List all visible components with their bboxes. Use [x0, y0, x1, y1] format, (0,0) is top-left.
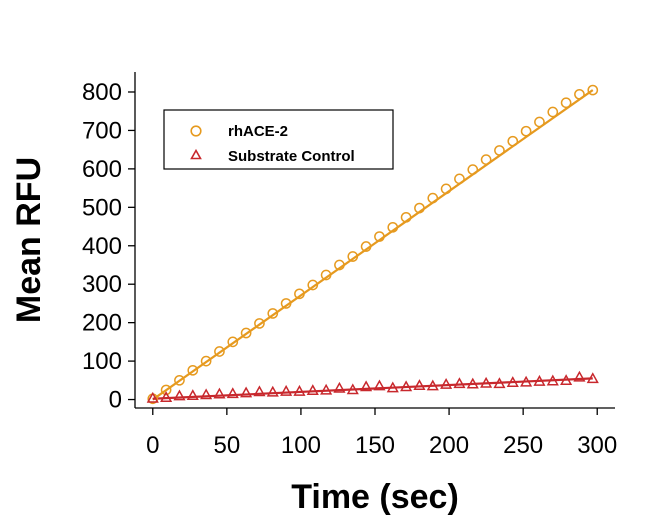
legend: rhACE-2 Substrate Control	[163, 109, 394, 170]
data-point-triangle	[240, 386, 253, 398]
data-point-triangle	[333, 381, 346, 393]
data-point-circle	[240, 327, 252, 339]
data-point-circle	[560, 97, 572, 109]
data-point-circle	[494, 145, 505, 156]
x-tick-label: 200	[429, 432, 469, 459]
data-point-circle	[320, 269, 332, 281]
legend-triangle-icon	[190, 148, 202, 160]
data-point-circle	[160, 384, 172, 396]
data-point-circle	[440, 183, 452, 195]
data-point-circle	[374, 231, 385, 242]
data-point-circle	[587, 84, 599, 96]
y-tick-label: 800	[82, 79, 122, 106]
data-point-triangle	[440, 378, 453, 389]
data-point-triangle	[306, 384, 319, 396]
data-point-triangle	[226, 387, 239, 399]
y-tick-label: 200	[82, 310, 122, 337]
data-point-triangle	[413, 379, 426, 391]
data-point-triangle	[466, 377, 479, 389]
y-tick-label: 400	[82, 233, 122, 260]
data-point-triangle	[186, 389, 199, 401]
x-tick-label: 150	[355, 432, 395, 459]
data-point-triangle	[453, 377, 466, 389]
data-point-circle	[427, 192, 439, 204]
data-point-circle	[454, 173, 465, 185]
data-point-circle	[400, 211, 412, 223]
legend-label-rhace2: rhACE-2	[228, 123, 288, 140]
data-point-triangle	[253, 385, 266, 397]
data-point-triangle	[320, 383, 333, 395]
data-point-circle	[574, 88, 585, 100]
data-point-circle	[480, 154, 492, 166]
x-tick-label: 50	[214, 432, 241, 459]
data-point-circle	[227, 336, 239, 348]
data-point-triangle	[546, 374, 559, 386]
legend-label-substrate-control: Substrate Control	[228, 148, 355, 165]
data-point-circle	[360, 241, 372, 252]
y-tick-label: 300	[82, 271, 122, 298]
data-point-triangle	[506, 376, 519, 387]
data-point-triangle	[533, 374, 546, 386]
data-point-triangle	[200, 388, 213, 400]
data-point-triangle	[173, 389, 186, 401]
data-point-triangle	[520, 375, 533, 387]
x-tick-label: 250	[503, 432, 543, 459]
x-axis-ticks: 0 50 100 150 200 250 300	[146, 408, 617, 459]
data-point-circle	[187, 364, 199, 376]
data-point-circle	[307, 279, 319, 291]
data-point-triangle	[400, 380, 413, 392]
data-point-triangle	[293, 384, 306, 396]
data-point-circle	[347, 251, 359, 262]
y-tick-label: 600	[82, 156, 122, 183]
data-point-triangle	[213, 387, 226, 399]
data-point-circle	[534, 116, 545, 128]
data-point-triangle	[360, 380, 373, 392]
data-point-triangle	[386, 381, 399, 393]
data-point-circle	[520, 125, 532, 137]
data-markers	[146, 84, 599, 405]
data-point-triangle	[373, 379, 386, 391]
y-tick-label: 100	[82, 348, 122, 375]
y-axis-title: Mean RFU	[10, 157, 48, 323]
data-point-triangle	[280, 384, 293, 396]
fit-line-series-0	[152, 89, 594, 401]
data-point-circle	[414, 202, 425, 214]
y-axis-ticks: 0 100 200 300 400 500 600 700 800	[82, 79, 135, 414]
legend-box	[163, 109, 394, 170]
data-point-triangle	[480, 376, 493, 388]
x-axis-title: Time (sec)	[291, 478, 459, 516]
data-point-triangle	[493, 377, 506, 389]
data-point-triangle	[560, 374, 573, 386]
x-tick-label: 100	[281, 432, 321, 459]
data-point-circle	[214, 346, 225, 357]
data-point-circle	[547, 106, 559, 118]
data-point-triangle	[346, 383, 359, 395]
data-point-circle	[334, 259, 345, 271]
data-point-triangle	[426, 379, 439, 391]
data-point-circle	[254, 318, 265, 329]
data-point-triangle	[160, 391, 173, 402]
fit-line-series-1	[152, 377, 593, 400]
data-point-triangle	[586, 372, 599, 384]
data-point-triangle	[266, 385, 279, 397]
data-point-circle	[467, 164, 479, 175]
data-point-triangle	[146, 391, 159, 403]
y-tick-label: 700	[82, 117, 122, 144]
data-point-circle	[294, 288, 305, 300]
data-point-circle	[174, 374, 185, 386]
data-point-circle	[280, 298, 292, 309]
legend-circle-icon	[190, 125, 202, 137]
data-point-circle	[267, 308, 279, 319]
data-point-circle	[507, 135, 519, 147]
data-point-circle	[387, 221, 399, 233]
x-tick-label: 0	[146, 432, 159, 459]
fit-lines	[152, 89, 594, 401]
data-point-triangle	[573, 370, 586, 382]
x-tick-label: 300	[577, 432, 617, 459]
data-point-circle	[200, 355, 212, 367]
y-tick-label: 500	[82, 194, 122, 221]
y-tick-label: 0	[109, 387, 122, 414]
plot-area: 0 100 200 300 400 500 600 700 800 0 50 100 150 200 25…	[82, 72, 617, 459]
